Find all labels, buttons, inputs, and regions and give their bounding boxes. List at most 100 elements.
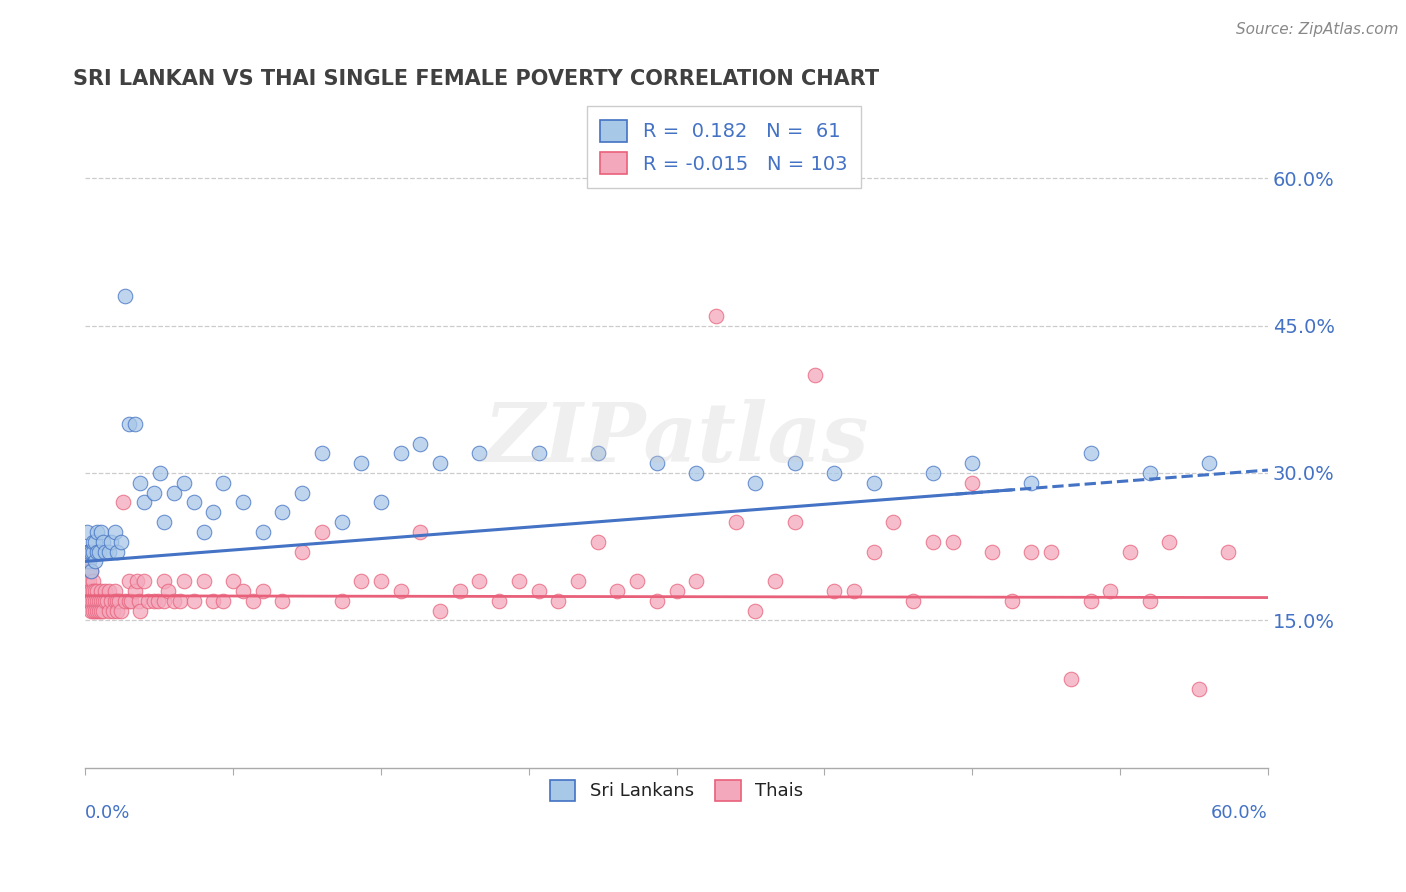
Point bbox=[105, 544, 128, 558]
Point bbox=[86, 583, 108, 598]
Point bbox=[1001, 593, 1024, 607]
Point bbox=[173, 574, 195, 588]
Point bbox=[104, 524, 127, 539]
Point bbox=[744, 475, 766, 490]
Point bbox=[862, 475, 884, 490]
Point bbox=[105, 603, 128, 617]
Point bbox=[1021, 475, 1043, 490]
Point bbox=[149, 466, 172, 480]
Point bbox=[100, 534, 122, 549]
Point bbox=[882, 515, 904, 529]
Point bbox=[527, 583, 550, 598]
Point bbox=[77, 544, 100, 558]
Point bbox=[1021, 544, 1043, 558]
Point bbox=[82, 574, 104, 588]
Point bbox=[163, 593, 186, 607]
Point bbox=[80, 593, 103, 607]
Point bbox=[124, 417, 146, 431]
Point bbox=[80, 603, 103, 617]
Point bbox=[94, 593, 117, 607]
Point bbox=[96, 593, 118, 607]
Point bbox=[586, 534, 609, 549]
Point bbox=[626, 574, 648, 588]
Point bbox=[82, 583, 104, 598]
Point bbox=[105, 593, 128, 607]
Point bbox=[330, 593, 353, 607]
Point bbox=[76, 554, 98, 568]
Point bbox=[252, 583, 274, 598]
Point bbox=[645, 456, 668, 470]
Point bbox=[842, 583, 865, 598]
Point bbox=[350, 456, 373, 470]
Point bbox=[87, 544, 110, 558]
Point bbox=[84, 593, 107, 607]
Point bbox=[183, 495, 205, 509]
Point bbox=[100, 593, 122, 607]
Point bbox=[86, 524, 108, 539]
Point bbox=[157, 583, 180, 598]
Point bbox=[488, 593, 510, 607]
Point bbox=[90, 524, 112, 539]
Point bbox=[212, 475, 235, 490]
Point bbox=[527, 446, 550, 460]
Point bbox=[86, 593, 108, 607]
Point bbox=[252, 524, 274, 539]
Point bbox=[645, 593, 668, 607]
Point bbox=[941, 534, 963, 549]
Point bbox=[981, 544, 1004, 558]
Point bbox=[606, 583, 628, 598]
Point bbox=[202, 593, 225, 607]
Point bbox=[962, 456, 984, 470]
Point bbox=[1099, 583, 1122, 598]
Point bbox=[84, 554, 107, 568]
Point bbox=[80, 544, 103, 558]
Point bbox=[311, 524, 333, 539]
Point bbox=[350, 574, 373, 588]
Point bbox=[111, 495, 134, 509]
Point bbox=[90, 593, 112, 607]
Point bbox=[110, 534, 132, 549]
Point bbox=[87, 593, 110, 607]
Point bbox=[921, 466, 943, 480]
Point bbox=[449, 583, 471, 598]
Point bbox=[77, 554, 100, 568]
Point bbox=[763, 574, 786, 588]
Point bbox=[232, 495, 254, 509]
Point bbox=[104, 593, 127, 607]
Point bbox=[704, 309, 727, 323]
Point bbox=[508, 574, 530, 588]
Point bbox=[101, 603, 124, 617]
Point bbox=[104, 583, 127, 598]
Point bbox=[783, 515, 806, 529]
Point bbox=[724, 515, 747, 529]
Point bbox=[143, 485, 166, 500]
Point bbox=[129, 475, 152, 490]
Point bbox=[86, 544, 108, 558]
Point bbox=[1080, 446, 1102, 460]
Point bbox=[212, 593, 235, 607]
Point bbox=[110, 603, 132, 617]
Point bbox=[586, 446, 609, 460]
Point bbox=[76, 564, 98, 578]
Point bbox=[823, 583, 845, 598]
Point bbox=[153, 515, 176, 529]
Point bbox=[429, 603, 451, 617]
Point bbox=[1198, 456, 1220, 470]
Point bbox=[84, 534, 107, 549]
Point bbox=[685, 574, 707, 588]
Point bbox=[120, 593, 142, 607]
Point bbox=[468, 446, 491, 460]
Point bbox=[783, 456, 806, 470]
Point bbox=[429, 456, 451, 470]
Point bbox=[803, 368, 825, 382]
Point bbox=[76, 544, 98, 558]
Point bbox=[202, 505, 225, 519]
Point bbox=[173, 475, 195, 490]
Point bbox=[291, 485, 314, 500]
Point bbox=[118, 417, 141, 431]
Point bbox=[547, 593, 569, 607]
Point bbox=[1139, 466, 1161, 480]
Point bbox=[921, 534, 943, 549]
Point bbox=[1159, 534, 1181, 549]
Point bbox=[114, 593, 136, 607]
